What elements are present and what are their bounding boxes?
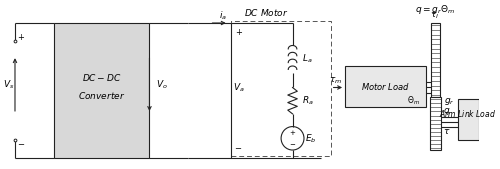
Text: +: + (290, 130, 296, 136)
Text: +: + (18, 33, 24, 42)
Text: $i_a$: $i_a$ (219, 10, 227, 22)
Text: $Arm\ Link\ Load$: $Arm\ Link\ Load$ (440, 108, 496, 119)
Text: $V_s$: $V_s$ (2, 78, 14, 91)
Text: $V_a$: $V_a$ (234, 81, 245, 94)
Text: $\tau_m$: $\tau_m$ (329, 75, 342, 86)
Text: $-$: $-$ (289, 140, 296, 146)
Text: +: + (234, 28, 242, 37)
Bar (430, 97, 442, 150)
Bar (431, 23, 440, 97)
Text: $q$: $q$ (444, 106, 451, 117)
Text: $DC-DC$: $DC-DC$ (82, 72, 122, 83)
Text: $q = g_r\Theta_m$: $q = g_r\Theta_m$ (416, 3, 456, 16)
Text: $V_o$: $V_o$ (156, 78, 168, 91)
Bar (458, 99, 478, 140)
Text: $\tau_l$: $\tau_l$ (430, 11, 439, 21)
Text: $g_r$: $g_r$ (444, 96, 455, 107)
Text: $E_b$: $E_b$ (305, 132, 316, 144)
Text: $Motor\ Load$: $Motor\ Load$ (361, 81, 410, 92)
Bar (54, 23, 150, 158)
Text: $-$: $-$ (234, 143, 242, 152)
Text: $\tau$: $\tau$ (444, 127, 451, 136)
Text: $R_a$: $R_a$ (302, 95, 314, 107)
Text: $DC\ Motor$: $DC\ Motor$ (244, 7, 289, 18)
Text: $\Theta_m$: $\Theta_m$ (408, 95, 420, 107)
Text: $-$: $-$ (16, 138, 25, 147)
Bar (230, 21, 330, 156)
Text: $Converter$: $Converter$ (78, 90, 126, 101)
Text: $L_a$: $L_a$ (302, 53, 312, 65)
Bar (345, 66, 426, 107)
